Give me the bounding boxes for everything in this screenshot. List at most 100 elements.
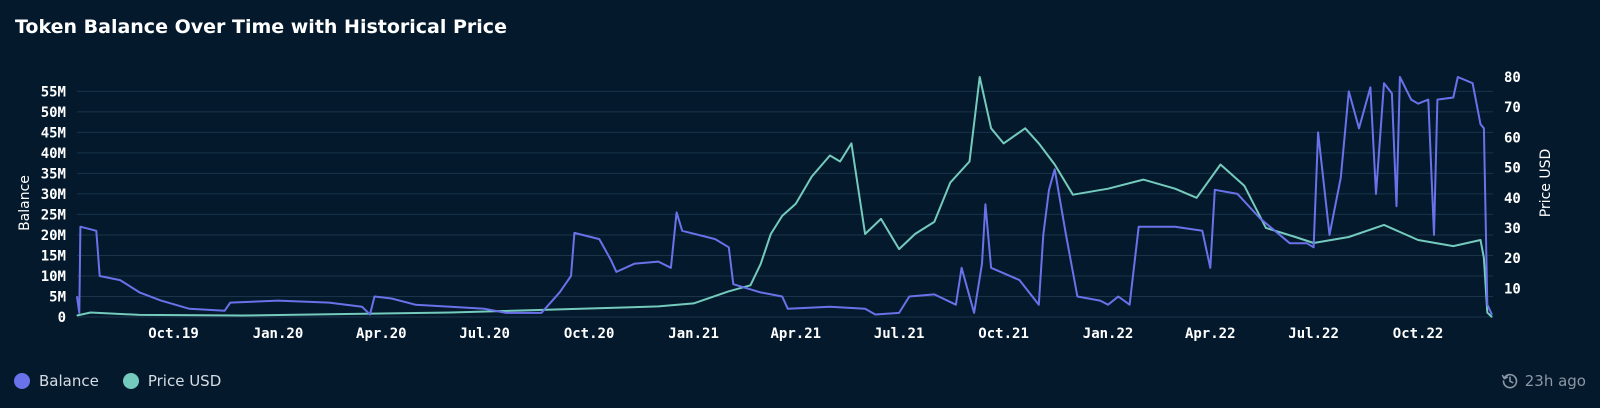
data-point: [1369, 86, 1371, 88]
x-tick-label: Jan.22: [1083, 326, 1134, 342]
y-tick-label: 20M: [41, 228, 66, 244]
data-point: [1018, 279, 1021, 281]
y-tick-label: 40M: [41, 146, 66, 162]
data-point: [933, 221, 935, 223]
data-point: [728, 290, 730, 292]
y2-tick-label: 10: [1504, 281, 1521, 297]
x-tick-label: Oct.21: [978, 326, 1029, 342]
data-point: [1265, 227, 1267, 229]
y-tick-label: 0: [58, 310, 66, 326]
last-updated-text: 23h ago: [1524, 372, 1586, 390]
data-point: [933, 293, 935, 295]
chart-title: Token Balance Over Time with Historical …: [15, 16, 507, 38]
data-point: [1491, 313, 1493, 316]
data-point: [1452, 96, 1454, 99]
data-point: [787, 308, 789, 310]
data-point: [990, 267, 992, 269]
data-point: [811, 176, 813, 178]
data-point: [1038, 142, 1040, 144]
data-point: [1243, 185, 1245, 187]
data-point: [1065, 234, 1067, 236]
x-tick-label: Jan.21: [668, 326, 719, 342]
data-point: [1174, 226, 1176, 228]
y-tick-label: 55M: [41, 84, 66, 100]
balance-swatch-icon: [14, 373, 30, 389]
data-point: [961, 267, 963, 269]
data-point: [95, 230, 97, 232]
x-tick-label: Oct.20: [564, 326, 615, 342]
data-point: [79, 226, 81, 228]
data-point: [450, 311, 452, 314]
right-axis-ticks: 10 20 30 40 50 60 70 80: [1504, 70, 1521, 297]
data-point: [559, 291, 561, 293]
y2-tick-label: 20: [1504, 251, 1521, 267]
data-point: [1328, 234, 1331, 236]
data-point: [1313, 246, 1315, 248]
data-point: [1479, 123, 1482, 125]
data-point: [1348, 90, 1350, 92]
x-tick-label: Oct.19: [148, 326, 199, 342]
data-point: [1427, 99, 1429, 101]
clock-refresh-icon: [1501, 373, 1518, 389]
data-point: [598, 238, 600, 240]
data-point: [880, 218, 882, 220]
legend-item-balance[interactable]: Balance: [14, 372, 99, 390]
data-point: [1486, 311, 1488, 314]
data-point: [1417, 103, 1419, 105]
data-point: [1099, 300, 1101, 302]
data-point: [1410, 99, 1412, 101]
x-tick-label: Jan.20: [253, 326, 304, 342]
data-point: [732, 283, 734, 285]
left-axis-ticks: 0 5M 10M 15M 20M 25M 30M 35M 40M 45M 50M 55M: [41, 84, 66, 326]
data-point: [795, 203, 797, 205]
right-axis-label: Price USD: [1538, 149, 1554, 218]
data-point: [119, 279, 121, 281]
data-point: [1306, 242, 1308, 244]
data-point: [1479, 239, 1482, 241]
data-point: [781, 295, 783, 298]
x-tick-label: Apr.22: [1185, 326, 1236, 342]
data-point: [984, 203, 987, 205]
price-series: [76, 76, 1493, 318]
data-point: [76, 314, 78, 317]
y2-tick-label: 70: [1504, 100, 1521, 116]
x-axis-ticks: Oct.19 Jan.20 Apr.20 Jul.20 Oct.20 Jan.21 Apr.…: [148, 326, 1443, 342]
data-point: [188, 308, 190, 310]
data-point: [540, 312, 543, 314]
data-point: [570, 275, 572, 277]
data-point: [1048, 189, 1050, 191]
data-point: [138, 314, 141, 316]
data-point: [1491, 316, 1493, 318]
data-point: [224, 310, 226, 312]
data-point: [1457, 76, 1459, 78]
data-point: [1348, 236, 1350, 238]
data-point: [1259, 217, 1261, 220]
data-point: [1129, 304, 1131, 306]
data-point: [1076, 295, 1078, 298]
data-point: [1209, 267, 1211, 269]
y2-tick-label: 50: [1504, 161, 1521, 177]
data-point: [1358, 127, 1360, 129]
data-point: [681, 230, 683, 232]
data-point: [345, 313, 347, 315]
data-point: [1054, 163, 1056, 166]
data-point: [78, 312, 80, 314]
data-point: [160, 300, 162, 302]
data-point: [373, 295, 376, 298]
data-point: [1486, 304, 1488, 306]
legend-label-price: Price USD: [147, 372, 222, 390]
data-point: [1024, 127, 1026, 129]
data-point: [1054, 168, 1056, 170]
data-point: [981, 263, 983, 265]
data-point: [1174, 188, 1176, 190]
data-point: [99, 275, 101, 277]
x-tick-label: Jul.22: [1288, 326, 1339, 342]
legend-item-price[interactable]: Price USD: [122, 372, 222, 390]
data-point: [714, 238, 716, 240]
series-line-price: [76, 76, 1493, 318]
data-point: [1340, 176, 1342, 179]
balance-price-chart: 0 5M 10M 15M 20M 25M 30M 35M 40M 45M 50M 55M 10 20 30…: [17, 70, 1554, 342]
data-point: [1483, 127, 1485, 129]
chart-legend: Balance Price USD: [14, 372, 221, 390]
data-point: [968, 160, 971, 163]
